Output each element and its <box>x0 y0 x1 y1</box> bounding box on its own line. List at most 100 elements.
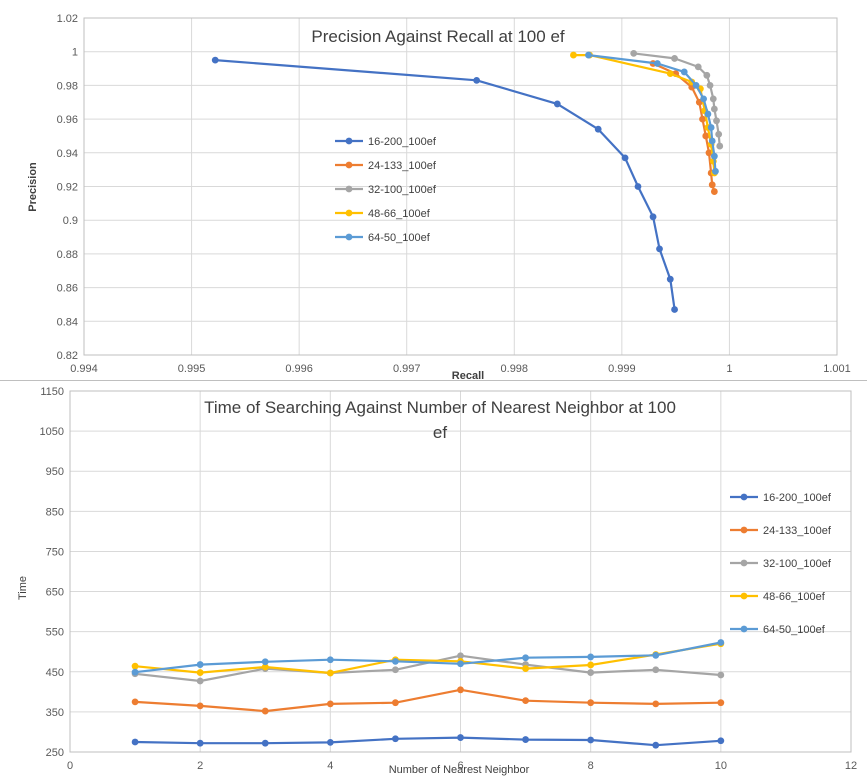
data-point <box>457 686 464 694</box>
series-32-100-100ef <box>630 49 724 150</box>
data-point <box>717 737 725 745</box>
series-layer <box>211 49 724 313</box>
y-tick-label: 350 <box>46 707 64 719</box>
y-tick-label: 0.88 <box>57 249 78 261</box>
data-point <box>392 666 399 674</box>
legend-label: 24-133_100ef <box>368 160 437 172</box>
data-point <box>587 699 595 707</box>
legend-label: 48-66_100ef <box>368 208 431 220</box>
legend-label: 32-100_100ef <box>763 558 832 570</box>
y-tick-label: 0.82 <box>57 350 78 362</box>
legend-swatch-marker <box>740 526 748 534</box>
data-point <box>326 738 334 746</box>
data-point <box>706 82 714 89</box>
data-point <box>713 117 720 125</box>
y-axis-label: Precision <box>27 162 39 212</box>
x-tick-label: 0.995 <box>178 363 206 375</box>
y-tick-label: 1.02 <box>57 13 78 25</box>
data-point <box>196 739 204 747</box>
data-point <box>392 735 399 743</box>
data-point <box>392 657 399 665</box>
x-tick-label: 4 <box>327 760 333 772</box>
data-point <box>653 60 661 67</box>
data-point <box>652 700 660 708</box>
y-tick-label: 0.98 <box>57 80 78 92</box>
x-axis-ticks: 0.994 0.995 0.996 0.997 0.998 0.999 1 1.001 <box>70 363 851 375</box>
data-point <box>522 665 529 672</box>
legend-label: 24-133_100ef <box>763 525 832 537</box>
data-point <box>708 181 716 189</box>
precision-recall-chart-panel: 0.994 0.995 0.996 0.997 0.998 0.999 1 1.001 0.8… <box>0 0 867 381</box>
legend: 16-200_100ef 24-133_100ef 32-100_100ef 48-6… <box>335 136 437 244</box>
data-point <box>671 55 678 62</box>
legend-label: 32-100_100ef <box>368 184 437 196</box>
x-tick-label: 12 <box>845 760 857 772</box>
data-point <box>656 245 663 253</box>
data-point <box>261 739 269 747</box>
legend-swatch-marker <box>345 161 353 169</box>
y-tick-label: 0.84 <box>57 316 78 328</box>
legend-item-48-66-100ef: 48-66_100ef <box>335 208 431 220</box>
data-point <box>587 661 595 669</box>
x-tick-label: 0.997 <box>393 363 421 375</box>
y-tick-label: 0.96 <box>57 114 78 126</box>
legend-item-48-66-100ef: 48-66_100ef <box>730 591 826 603</box>
data-point <box>522 736 529 743</box>
x-axis-label: Recall <box>452 370 484 380</box>
data-point <box>587 669 595 676</box>
data-point <box>649 213 657 221</box>
legend-label: 16-200_100ef <box>368 136 437 148</box>
plot-area-border <box>69 390 852 753</box>
legend-swatch-marker <box>345 137 353 145</box>
data-point <box>708 137 716 145</box>
data-point <box>704 110 712 118</box>
data-point <box>457 652 464 660</box>
data-point <box>702 132 710 140</box>
x-tick-label: 8 <box>588 760 594 772</box>
data-point <box>196 661 204 668</box>
x-tick-label: 6 <box>457 760 463 772</box>
data-point <box>131 668 139 676</box>
y-axis-ticks: 0.82 0.84 0.86 0.88 0.9 0.92 0.94 0.96 0.98 1 1.02 <box>57 13 78 362</box>
data-point <box>196 669 204 676</box>
y-tick-label: 0.86 <box>57 283 78 295</box>
y-axis-label: Time <box>17 576 29 600</box>
data-point <box>585 51 592 59</box>
data-point <box>710 188 718 195</box>
data-point <box>671 306 678 313</box>
x-axis-label: Number of Nearest Neighbor <box>389 764 530 776</box>
data-point <box>457 660 464 668</box>
legend-item-24-133-100ef: 24-133_100ef <box>335 160 437 172</box>
legend-swatch-marker <box>740 625 748 633</box>
series-16-200-100ef <box>211 56 678 313</box>
series-line <box>134 642 721 675</box>
legend-item-16-200-100ef: 16-200_100ef <box>730 492 832 504</box>
data-point <box>131 662 139 670</box>
data-point <box>553 100 561 108</box>
y-tick-label: 550 <box>46 627 64 639</box>
legend-swatch-marker <box>740 493 748 501</box>
series-line <box>135 736 721 747</box>
chart-title: Precision Against Recall at 100 ef <box>311 27 565 46</box>
legend-label: 48-66_100ef <box>763 591 826 603</box>
y-tick-label: 750 <box>46 546 64 558</box>
data-point <box>261 663 269 671</box>
data-point <box>634 183 642 190</box>
plot-area-border <box>83 17 838 356</box>
x-tick-label: 0 <box>67 760 73 772</box>
legend-item-32-100-100ef: 32-100_100ef <box>730 558 832 570</box>
data-point <box>666 70 674 78</box>
legend-item-64-50-100ef: 64-50_100ef <box>335 232 431 244</box>
data-point <box>522 654 529 662</box>
data-point <box>570 51 577 59</box>
data-point <box>709 95 717 103</box>
data-point <box>211 56 219 64</box>
precision-recall-chart: 0.994 0.995 0.996 0.997 0.998 0.999 1 1.001 0.8… <box>27 13 851 380</box>
y-tick-label: 650 <box>46 587 64 599</box>
data-point <box>457 734 464 741</box>
data-point <box>261 707 269 715</box>
series-layer <box>131 639 725 749</box>
legend-item-24-133-100ef: 24-133_100ef <box>730 525 832 537</box>
y-tick-label: 1150 <box>40 386 64 398</box>
data-point <box>196 702 204 710</box>
